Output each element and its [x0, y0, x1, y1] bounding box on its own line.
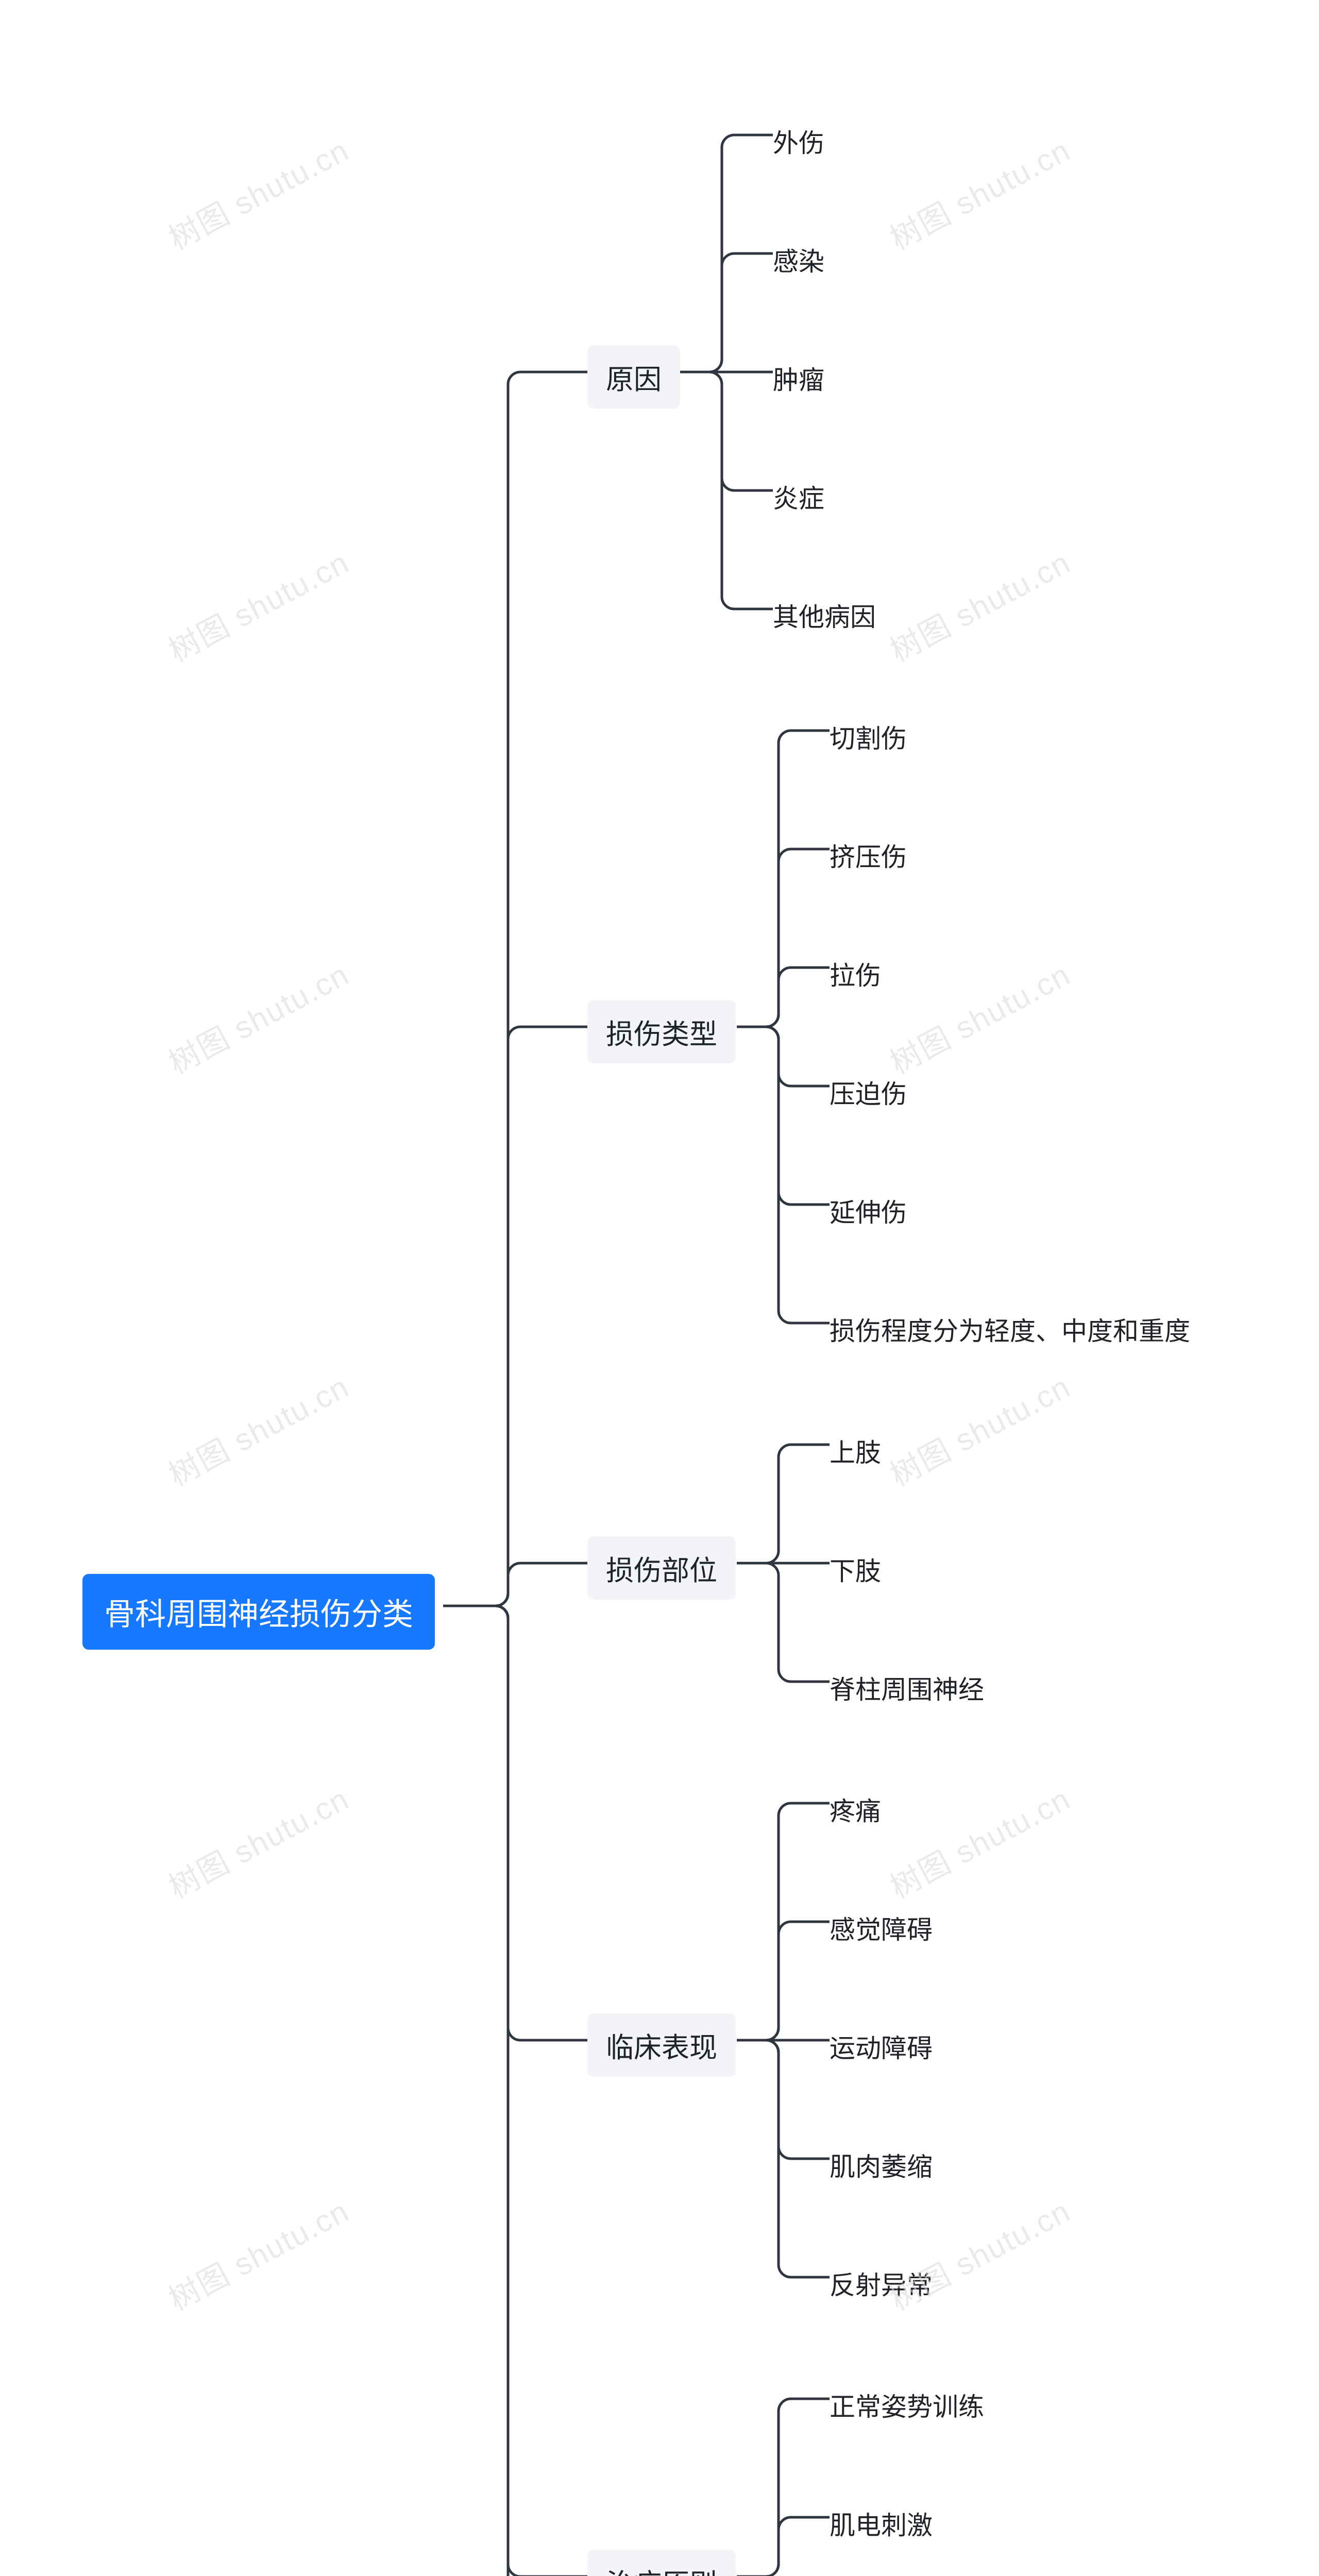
branch-node-0: 原因 [587, 345, 680, 409]
leaf-node-0-4: 其他病因 [773, 594, 876, 637]
watermark: 树图 shutu.cn [160, 538, 356, 671]
leaf-node-0-3: 炎症 [773, 475, 824, 518]
watermark: 树图 shutu.cn [160, 1362, 356, 1495]
branch-node-4: 治疗原则 [587, 2550, 736, 2576]
watermark: 树图 shutu.cn [881, 1774, 1077, 1907]
leaf-node-0-2: 肿瘤 [773, 357, 824, 400]
leaf-node-3-0: 疼痛 [830, 1788, 881, 1831]
root-node: 骨科周围神经损伤分类 [82, 1574, 435, 1650]
leaf-node-2-0: 上肢 [830, 1429, 881, 1472]
branch-node-1: 损伤类型 [587, 1000, 736, 1063]
watermark: 树图 shutu.cn [881, 538, 1077, 671]
branch-node-2: 损伤部位 [587, 1536, 736, 1600]
watermark: 树图 shutu.cn [881, 1362, 1077, 1495]
leaf-node-1-4: 延伸伤 [830, 1189, 907, 1232]
leaf-node-2-2: 脊柱周围神经 [830, 1666, 984, 1709]
leaf-node-3-4: 反射异常 [830, 2262, 933, 2305]
leaf-node-0-0: 外伤 [773, 120, 824, 163]
leaf-node-1-2: 拉伤 [830, 952, 881, 995]
leaf-node-3-2: 运动障碍 [830, 2025, 933, 2068]
watermark: 树图 shutu.cn [881, 950, 1077, 1083]
branch-node-3: 临床表现 [587, 2013, 736, 2077]
leaf-node-1-5: 损伤程度分为轻度、中度和重度 [830, 1308, 1190, 1351]
watermark: 树图 shutu.cn [160, 126, 356, 259]
leaf-node-4-0: 正常姿势训练 [830, 2383, 984, 2427]
leaf-node-1-1: 挤压伤 [830, 834, 907, 877]
watermark: 树图 shutu.cn [160, 1774, 356, 1907]
leaf-node-4-1: 肌电刺激 [830, 2502, 933, 2545]
leaf-node-3-3: 肌肉萎缩 [830, 2143, 933, 2187]
leaf-node-0-1: 感染 [773, 238, 824, 281]
leaf-node-2-1: 下肢 [830, 1548, 881, 1591]
mindmap-canvas: 骨科周围神经损伤分类 原因 外伤感染肿瘤炎症其他病因损伤类型 切割伤挤压伤拉伤压迫伤延… [0, 0, 1319, 2576]
leaf-node-1-3: 压迫伤 [830, 1071, 907, 1114]
watermark: 树图 shutu.cn [160, 950, 356, 1083]
watermark: 树图 shutu.cn [881, 126, 1077, 259]
leaf-node-1-0: 切割伤 [830, 715, 907, 758]
leaf-node-3-1: 感觉障碍 [830, 1906, 933, 1950]
watermark: 树图 shutu.cn [160, 2187, 356, 2319]
